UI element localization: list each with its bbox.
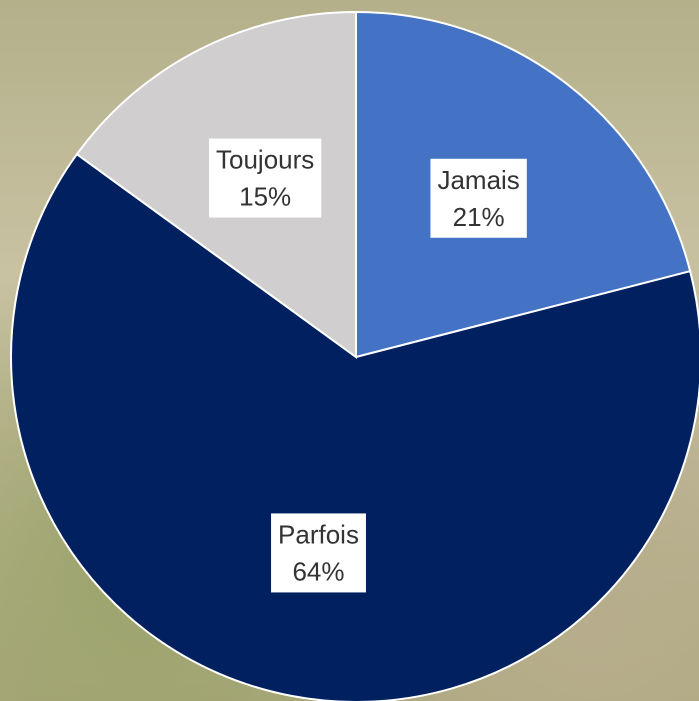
page: {"chart_data": {"type": "pie", "categori…	[0, 0, 699, 701]
value-label: 64%	[292, 556, 344, 586]
category-label: Parfois	[278, 519, 359, 549]
data-label: Parfois 64%	[271, 513, 366, 592]
data-label: Jamais 21%	[430, 159, 526, 238]
data-label: Toujours 15%	[209, 139, 321, 218]
chart: Jamais 21% Parfois 64% Toujours 15%	[0, 0, 699, 701]
value-label: 15%	[239, 182, 291, 212]
value-label: 21%	[453, 202, 505, 232]
category-label: Jamais	[437, 165, 519, 195]
category-label: Toujours	[216, 145, 314, 175]
